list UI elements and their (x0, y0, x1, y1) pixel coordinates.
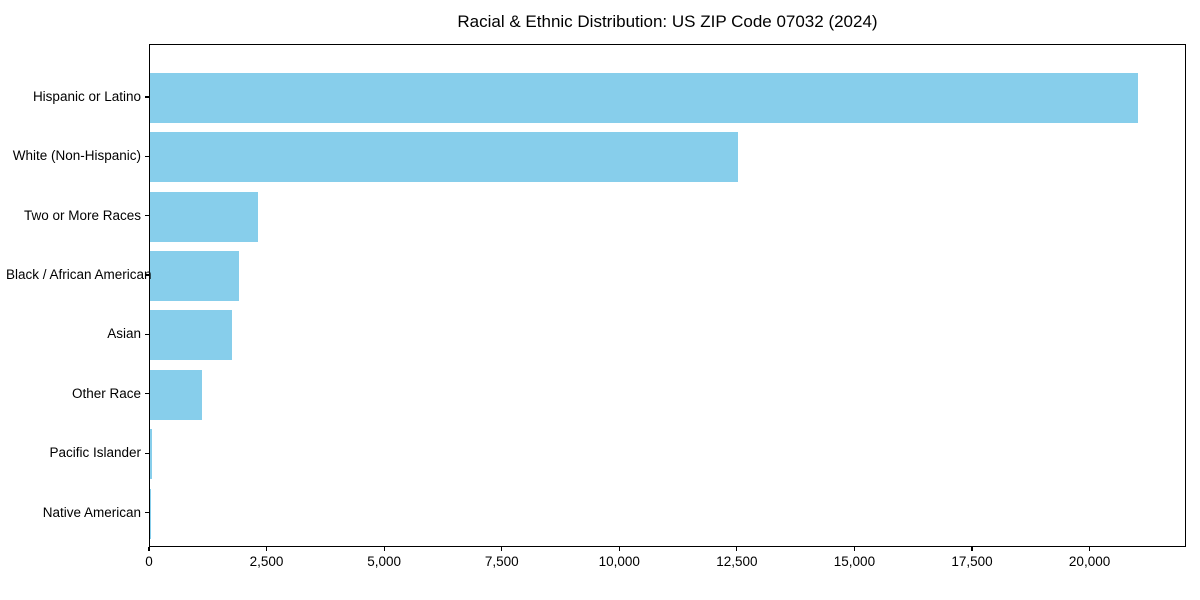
y-tick-label: Hispanic or Latino (32, 89, 141, 104)
bar-two-or-more-races (150, 191, 259, 242)
y-tick-label: Black / African American (6, 267, 152, 283)
y-tick-mark (145, 333, 149, 336)
x-tick-mark (265, 547, 268, 551)
y-tick-mark (145, 452, 149, 454)
bar-black-african-american (150, 251, 240, 302)
y-tick-mark (145, 274, 149, 276)
y-tick-label: Asian (107, 326, 141, 342)
x-tick-mark (736, 547, 738, 551)
bar-hispanic-or-latino (150, 73, 1138, 123)
y-tick-label: Pacific Islander (49, 445, 141, 461)
y-tick-mark (145, 393, 149, 395)
bar-white-non-hispanic (150, 132, 738, 183)
x-tick-mark (618, 547, 620, 551)
x-tick-mark (148, 547, 150, 551)
chart-title: Racial & Ethnic Distribution: US ZIP Cod… (457, 12, 878, 31)
y-tick-mark (145, 511, 149, 514)
y-tick-label: White (Non-Hispanic) (12, 148, 141, 164)
bar-pacific-islander (150, 429, 152, 480)
y-tick-label: Native American (42, 504, 141, 520)
y-tick-label: Two or More Races (23, 207, 141, 223)
y-tick-mark (145, 96, 149, 98)
bar-other-race (150, 369, 202, 420)
y-tick-mark (145, 215, 149, 217)
x-tick-mark (383, 547, 385, 551)
x-tick-label: 0 (145, 554, 153, 569)
x-tick-mark (501, 547, 503, 551)
plot-area (149, 44, 1186, 547)
x-tick-label: 15,000 (833, 554, 876, 569)
x-tick-mark (1088, 547, 1091, 551)
x-tick-mark (971, 547, 973, 551)
x-tick-label: 20,000 (1068, 554, 1111, 569)
x-tick-mark (853, 547, 856, 551)
x-tick-label: 7,500 (484, 554, 519, 569)
x-tick-label: 5,000 (367, 554, 402, 569)
bar-asian (150, 310, 233, 361)
x-tick-label: 10,000 (598, 554, 640, 569)
x-tick-label: 12,500 (716, 554, 758, 569)
y-tick-mark (145, 155, 149, 157)
y-tick-label: Other Race (71, 385, 141, 401)
x-tick-label: 2,500 (249, 554, 284, 569)
x-tick-label: 17,500 (951, 554, 993, 569)
